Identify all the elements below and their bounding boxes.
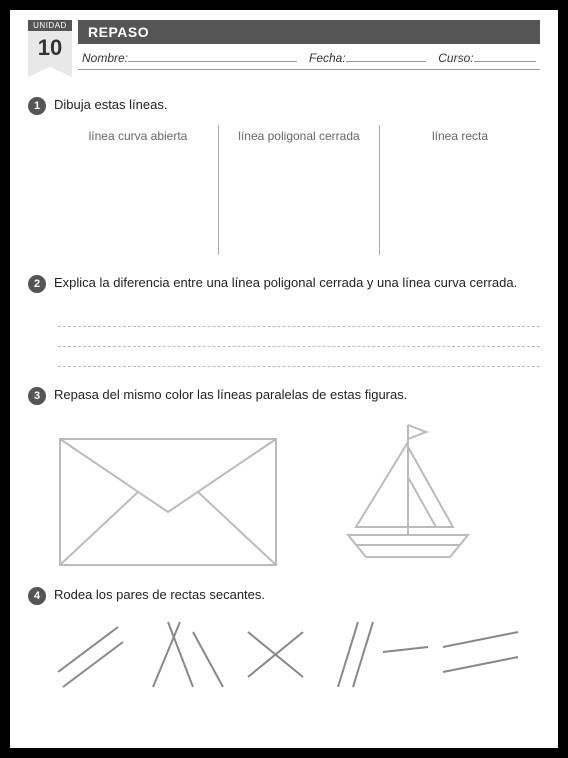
q1-table: línea curva abierta línea poligonal cerr… xyxy=(58,125,540,255)
line-pairs-figure xyxy=(48,617,528,697)
header-right: REPASO Nombre: Fecha: Curso: xyxy=(78,20,540,70)
q3-prompt: Repasa del mismo color las líneas parale… xyxy=(54,387,407,402)
name-field[interactable] xyxy=(128,50,297,62)
course-field[interactable] xyxy=(474,50,536,62)
q1-col-1: línea curva abierta xyxy=(58,125,218,255)
q4-prompt: Rodea los pares de rectas secantes. xyxy=(54,587,265,602)
question-4: 4 Rodea los pares de rectas secantes. xyxy=(28,587,540,697)
date-field[interactable] xyxy=(346,50,427,62)
ribbon-icon xyxy=(28,67,72,77)
q1-prompt: Dibuja estas líneas. xyxy=(54,97,167,112)
bullet-3: 3 xyxy=(28,387,46,405)
date-label: Fecha: xyxy=(309,51,346,65)
q1-col-2: línea poligonal cerrada xyxy=(218,125,379,255)
name-label: Nombre: xyxy=(82,51,128,65)
unit-badge: UNIDAD 10 xyxy=(28,20,72,77)
envelope-figure xyxy=(58,437,278,567)
page-title: REPASO xyxy=(78,20,540,44)
bullet-1: 1 xyxy=(28,97,46,115)
q2-prompt: Explica la diferencia entre una línea po… xyxy=(54,275,517,290)
unit-label: UNIDAD xyxy=(28,20,72,31)
course-label: Curso: xyxy=(438,51,473,65)
header: UNIDAD 10 REPASO Nombre: Fecha: Curso: xyxy=(28,20,540,77)
worksheet-page: UNIDAD 10 REPASO Nombre: Fecha: Curso: xyxy=(0,0,568,758)
sailboat-figure xyxy=(338,417,478,567)
question-2: 2 Explica la diferencia entre una línea … xyxy=(28,275,540,367)
question-1: 1 Dibuja estas líneas. línea curva abier… xyxy=(28,97,540,255)
answer-lines[interactable] xyxy=(58,307,540,367)
bullet-2: 2 xyxy=(28,275,46,293)
q1-col-3: línea recta xyxy=(379,125,540,255)
info-row: Nombre: Fecha: Curso: xyxy=(78,44,540,70)
question-3: 3 Repasa del mismo color las líneas para… xyxy=(28,387,540,567)
unit-number: 10 xyxy=(28,31,72,67)
bullet-4: 4 xyxy=(28,587,46,605)
